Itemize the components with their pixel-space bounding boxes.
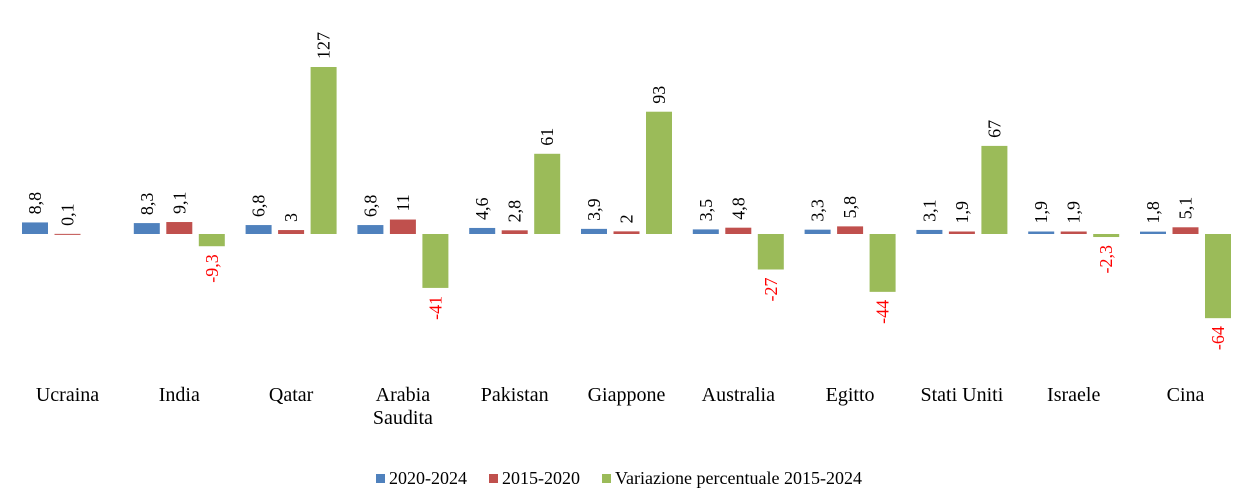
data-label: -27 — [761, 278, 781, 302]
data-label: 2,8 — [505, 200, 525, 223]
bar — [613, 231, 640, 234]
bar — [1140, 231, 1166, 234]
bar — [1172, 227, 1199, 234]
bar — [646, 111, 672, 234]
bar — [948, 231, 975, 234]
bar — [981, 145, 1008, 234]
x-tick-label: Arabia Saudita — [372, 384, 433, 429]
bar — [1205, 234, 1231, 319]
x-tick-label: Ucraina — [35, 384, 100, 406]
bar — [725, 227, 752, 234]
data-label: 1,9 — [1031, 201, 1051, 224]
data-label: 61 — [537, 128, 557, 146]
data-label: -41 — [425, 296, 445, 320]
data-label: 6,8 — [360, 195, 380, 218]
legend-label: 2015-2020 — [502, 468, 581, 488]
bar — [54, 233, 81, 235]
bar — [198, 234, 225, 247]
bar — [534, 153, 561, 234]
bar — [869, 234, 896, 292]
bar — [804, 229, 831, 234]
x-tick-label: Cina — [1166, 384, 1205, 406]
legend-item: 2020-2024 — [376, 468, 467, 489]
bar — [278, 230, 305, 234]
data-label: 3,1 — [919, 199, 939, 222]
legend-swatch — [376, 474, 386, 483]
data-label: 1,9 — [1064, 201, 1084, 224]
data-label: -64 — [1208, 326, 1228, 350]
bar — [501, 230, 528, 234]
legend-item: Variazione percentuale 2015-2024 — [602, 468, 862, 489]
bar — [245, 225, 272, 234]
x-tick-label: Australia — [701, 384, 775, 406]
bar — [692, 229, 719, 234]
data-label: 8,8 — [25, 192, 45, 215]
data-label: 67 — [984, 120, 1004, 138]
data-label: 3,5 — [696, 199, 716, 222]
data-label: 5,1 — [1176, 197, 1196, 220]
x-tick-label: Giappone — [587, 384, 666, 406]
bar — [357, 225, 384, 234]
bar — [22, 222, 48, 234]
bar — [757, 234, 784, 270]
bar — [469, 227, 496, 234]
data-label: 93 — [649, 86, 669, 104]
data-label: 2 — [617, 214, 637, 223]
x-tick-label: Stati Uniti — [920, 384, 1004, 406]
legend-swatch — [489, 474, 499, 483]
data-label: 9,1 — [169, 192, 189, 215]
bar — [581, 228, 607, 234]
data-label: 6,8 — [249, 195, 269, 218]
data-label: 1,8 — [1143, 201, 1163, 224]
data-label: -44 — [873, 300, 893, 324]
legend: 2020-2024 2015-2020 Variazione percentuale… — [0, 468, 1238, 489]
x-tick-label: Pakistan — [480, 384, 549, 406]
data-label: -2,3 — [1096, 245, 1116, 274]
x-tick-label: Qatar — [268, 384, 314, 406]
legend-swatch — [602, 474, 612, 483]
data-label: 8,3 — [137, 193, 157, 216]
data-label: 127 — [314, 32, 334, 59]
data-label: 3,3 — [808, 199, 828, 222]
x-tick-label: India — [158, 384, 200, 406]
data-label: 4,8 — [728, 197, 748, 220]
bar — [837, 226, 864, 234]
bar — [1093, 234, 1120, 238]
legend-label: Variazione percentuale 2015-2024 — [615, 468, 862, 488]
bar — [166, 222, 193, 234]
legend-label: 2020-2024 — [389, 468, 468, 488]
data-label: 3 — [281, 213, 301, 222]
data-label: 0,1 — [58, 203, 78, 226]
data-label: 1,9 — [952, 201, 972, 224]
data-label: 5,8 — [840, 196, 860, 219]
bar — [389, 219, 416, 234]
legend-item: 2015-2020 — [489, 468, 580, 489]
bar — [310, 67, 337, 234]
data-label: 4,6 — [472, 197, 492, 220]
data-label: -9,3 — [202, 254, 222, 282]
bar — [916, 229, 943, 234]
bar — [422, 234, 449, 288]
bar — [1060, 231, 1087, 234]
x-tick-label: Israele — [1047, 384, 1101, 406]
data-label: 11 — [393, 194, 413, 211]
x-tick-label: Egitto — [825, 384, 875, 406]
data-label: 3,9 — [584, 198, 604, 221]
bar — [1028, 231, 1055, 234]
bar — [133, 223, 160, 234]
